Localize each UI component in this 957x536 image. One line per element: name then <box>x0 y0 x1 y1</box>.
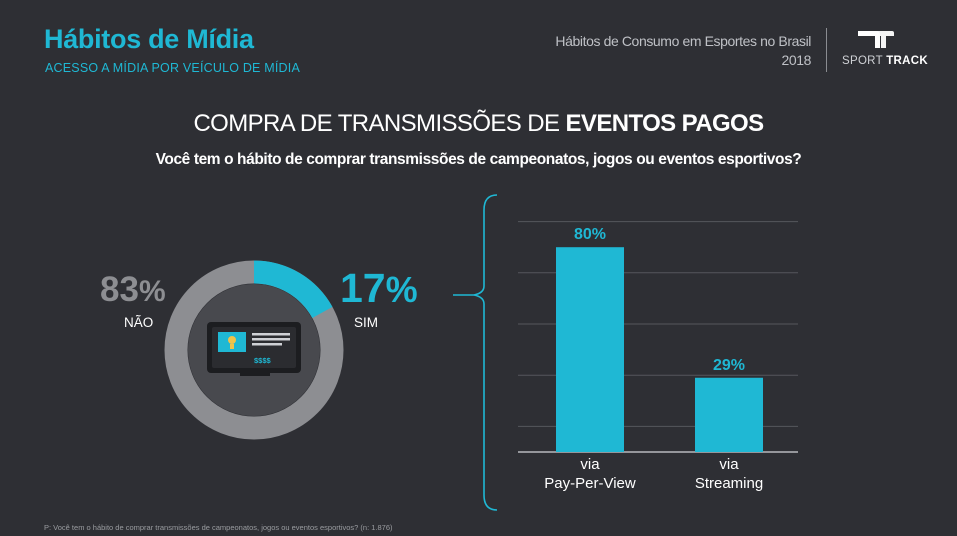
slide-title-bold: EVENTOS PAGOS <box>565 110 765 137</box>
tv-price-text: $$$$ <box>254 356 272 365</box>
tt-logo-icon <box>858 31 894 48</box>
category-label: Pay-Per-View <box>544 475 636 492</box>
brand-divider <box>826 28 827 72</box>
donut-label-sim: SIM <box>354 315 379 330</box>
header-title: Hábitos de Mídia <box>44 24 254 54</box>
bar-1 <box>695 377 763 452</box>
tv-screen-icon: $$$$ <box>207 322 301 376</box>
donut-label-nao: NÃO <box>124 315 154 330</box>
header-subtitle: ACESSO A MÍDIA POR VEÍCULO DE MÍDIA <box>45 61 300 75</box>
donut-value-nao-number: 83 <box>100 270 139 309</box>
bar-marks: 80% via Pay-Per-View 29% via Streaming <box>544 226 763 492</box>
survey-question: Você tem o hábito de comprar transmissõe… <box>155 151 802 168</box>
category-label: via <box>719 456 739 473</box>
study-year: 2018 <box>781 52 811 68</box>
bar-value-label: 80% <box>574 226 606 243</box>
brand-name: SPORT TRACK <box>842 55 928 67</box>
bracket <box>473 194 498 511</box>
footnote: P: Você tem o hábito de comprar transmis… <box>44 523 393 532</box>
study-name: Hábitos de Consumo em Esportes no Brasil <box>555 33 811 49</box>
study-label: Hábitos de Consumo em Esportes no Brasil… <box>555 32 811 70</box>
brand-name-light: SPORT <box>842 55 883 67</box>
category-label: Streaming <box>695 475 763 492</box>
donut-slice-sim <box>164 260 344 440</box>
bar-0 <box>556 247 624 452</box>
brand-name-bold: TRACK <box>886 55 928 67</box>
donut-value-sim: 17% <box>340 265 418 312</box>
slide-title-regular: COMPRA DE TRANSMISSÕES DE <box>193 110 566 137</box>
donut-value-nao: 83% <box>100 270 166 310</box>
bar-value-label: 29% <box>713 357 745 374</box>
brand-logo <box>838 28 922 72</box>
category-label: via <box>580 456 600 473</box>
donut-value-sim-number: 17 <box>340 265 386 311</box>
donut-value-sim-sign: % <box>385 269 418 310</box>
donut-value-nao-sign: % <box>138 275 166 308</box>
slide-title: COMPRA DE TRANSMISSÕES DE EVENTOS PAGOS <box>0 110 957 138</box>
